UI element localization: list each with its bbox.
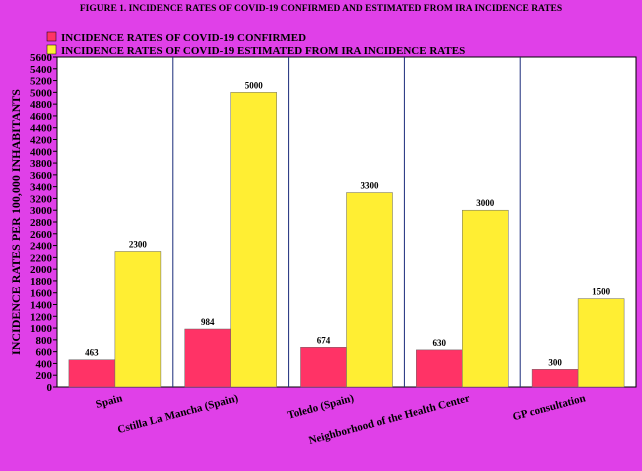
legend-label: INCIDENCE RATES OF COVID-19 ESTIMATED FR…	[61, 45, 465, 57]
bar	[416, 349, 463, 388]
bar	[114, 251, 162, 388]
bar	[184, 328, 231, 388]
y-tick-label: 2000	[30, 264, 53, 276]
value-label: 674	[317, 335, 331, 345]
y-tick-label: 1200	[30, 311, 53, 323]
y-tick-label: 3800	[30, 158, 53, 170]
bar	[577, 298, 625, 388]
bar	[230, 92, 277, 388]
y-tick-label: 2200	[30, 252, 53, 264]
y-tick-label: 3400	[30, 182, 53, 194]
y-tick-label: 2800	[30, 217, 53, 229]
y-tick-label: 0	[47, 382, 53, 394]
value-label: 463	[85, 348, 99, 358]
y-tick-label: 4400	[30, 123, 53, 135]
y-tick-label: 5400	[30, 64, 53, 76]
value-label: 5000	[245, 80, 264, 90]
bar	[346, 192, 393, 388]
y-tick-label: 4200	[30, 135, 53, 147]
y-tick-label: 5000	[30, 87, 53, 99]
chart-title: FIGURE 1. INCIDENCE RATES OF COVID-19 CO…	[80, 4, 562, 14]
y-tick-label: 5600	[30, 52, 53, 64]
value-label: 3300	[361, 181, 380, 191]
value-label: 1500	[592, 287, 611, 297]
legend-label: INCIDENCE RATES OF COVID-19 CONFIRMED	[61, 32, 306, 44]
y-tick-label: 3200	[30, 193, 53, 205]
value-label: 984	[201, 317, 215, 327]
bar	[462, 209, 509, 388]
value-label: 630	[433, 338, 447, 348]
y-tick-label: 200	[36, 370, 53, 382]
y-tick-label: 1000	[30, 323, 53, 335]
y-tick-label: 4800	[30, 99, 53, 111]
legend-swatch	[46, 44, 57, 55]
bar	[531, 369, 579, 388]
y-tick-label: 4600	[30, 111, 53, 123]
legend-swatch	[46, 31, 57, 42]
y-tick-label: 1400	[30, 300, 53, 312]
value-label: 3000	[476, 198, 495, 208]
y-tick-label: 1800	[30, 276, 53, 288]
bar	[68, 359, 116, 388]
y-tick-label: 600	[36, 347, 53, 359]
value-label: 300	[548, 357, 562, 367]
y-tick-label: 3600	[30, 170, 53, 182]
value-label: 2300	[129, 239, 148, 249]
y-tick-label: 400	[36, 358, 53, 370]
y-tick-label: 1600	[30, 288, 53, 300]
y-tick-label: 3000	[30, 205, 53, 217]
y-tick-label: 2400	[30, 241, 53, 253]
y-tick-label: 2600	[30, 229, 53, 241]
bar	[300, 347, 347, 388]
y-tick-label: 800	[36, 335, 53, 347]
y-tick-label: 4000	[30, 146, 53, 158]
y-axis-label: INCIDENCE RATES PER 100,000 INHABITANTS	[9, 89, 23, 355]
y-tick-label: 5200	[30, 76, 53, 88]
